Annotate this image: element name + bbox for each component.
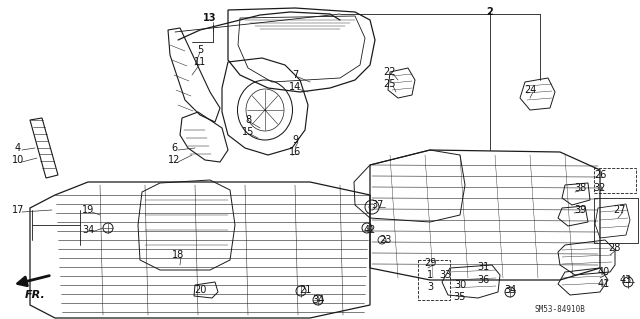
Text: 43: 43 xyxy=(620,275,632,285)
Text: 31: 31 xyxy=(477,262,489,272)
Text: 15: 15 xyxy=(242,127,254,137)
Text: 8: 8 xyxy=(245,115,251,125)
Text: 34: 34 xyxy=(504,285,516,295)
Text: 17: 17 xyxy=(12,205,24,215)
Text: 2: 2 xyxy=(486,7,493,17)
Text: 34: 34 xyxy=(82,225,94,235)
Text: 3: 3 xyxy=(427,282,433,292)
Bar xyxy=(594,168,636,193)
Text: 10: 10 xyxy=(12,155,24,165)
Text: 37: 37 xyxy=(371,200,383,210)
Text: 29: 29 xyxy=(424,258,436,268)
Text: 36: 36 xyxy=(477,275,489,285)
Text: 6: 6 xyxy=(171,143,177,153)
Text: 27: 27 xyxy=(614,205,627,215)
Text: 5: 5 xyxy=(197,45,203,55)
Text: 39: 39 xyxy=(574,205,586,215)
Text: 24: 24 xyxy=(524,85,536,95)
Text: 28: 28 xyxy=(608,243,620,253)
Text: 25: 25 xyxy=(384,79,396,89)
Text: 11: 11 xyxy=(194,57,206,67)
Bar xyxy=(594,198,638,243)
Text: 32: 32 xyxy=(594,183,606,193)
Text: 7: 7 xyxy=(292,70,298,80)
Text: 22: 22 xyxy=(384,67,396,77)
Text: 12: 12 xyxy=(168,155,180,165)
Text: 30: 30 xyxy=(454,280,466,290)
Text: SM53-84910B: SM53-84910B xyxy=(534,306,586,315)
Text: 4: 4 xyxy=(15,143,21,153)
Text: 19: 19 xyxy=(82,205,94,215)
Text: 13: 13 xyxy=(204,13,217,23)
Text: 14: 14 xyxy=(289,82,301,92)
Text: 9: 9 xyxy=(292,135,298,145)
Bar xyxy=(418,260,450,300)
Text: FR.: FR. xyxy=(24,290,45,300)
Text: 18: 18 xyxy=(172,250,184,260)
Text: 34: 34 xyxy=(312,295,324,305)
Text: 40: 40 xyxy=(598,267,610,277)
Text: 26: 26 xyxy=(594,170,606,180)
Text: 41: 41 xyxy=(598,279,610,289)
Text: 1: 1 xyxy=(427,270,433,280)
Text: 20: 20 xyxy=(194,285,206,295)
Text: 16: 16 xyxy=(289,147,301,157)
Text: 23: 23 xyxy=(379,235,391,245)
Text: 38: 38 xyxy=(574,183,586,193)
Text: 21: 21 xyxy=(299,285,311,295)
Text: 35: 35 xyxy=(454,292,466,302)
Text: 33: 33 xyxy=(439,270,451,280)
Text: 42: 42 xyxy=(364,225,376,235)
